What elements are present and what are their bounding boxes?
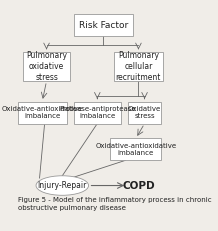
- FancyBboxPatch shape: [111, 138, 161, 160]
- Text: Protease-antiprotease
imbalance: Protease-antiprotease imbalance: [59, 106, 136, 119]
- Text: Injury-Repair: Injury-Repair: [38, 181, 87, 190]
- FancyBboxPatch shape: [114, 52, 163, 81]
- FancyBboxPatch shape: [18, 102, 67, 124]
- Text: COPD: COPD: [122, 181, 155, 191]
- Text: Pulmonary
cellular
recruitment: Pulmonary cellular recruitment: [116, 52, 161, 82]
- FancyBboxPatch shape: [128, 102, 161, 124]
- Text: Oxidative-antioxidative
imbalance: Oxidative-antioxidative imbalance: [2, 106, 83, 119]
- FancyBboxPatch shape: [74, 102, 121, 124]
- Ellipse shape: [36, 176, 89, 195]
- Text: Oxidative
stress: Oxidative stress: [128, 106, 161, 119]
- FancyBboxPatch shape: [74, 15, 133, 36]
- Text: Pulmonary
oxidative
stress: Pulmonary oxidative stress: [26, 52, 67, 82]
- Text: Oxidative-antioxidative
imbalance: Oxidative-antioxidative imbalance: [95, 143, 176, 156]
- Text: Figure 5 - Model of the inflammatory process in chronic
obstructive pulmonary di: Figure 5 - Model of the inflammatory pro…: [18, 197, 211, 211]
- Text: Risk Factor: Risk Factor: [79, 21, 128, 30]
- FancyBboxPatch shape: [23, 52, 70, 81]
